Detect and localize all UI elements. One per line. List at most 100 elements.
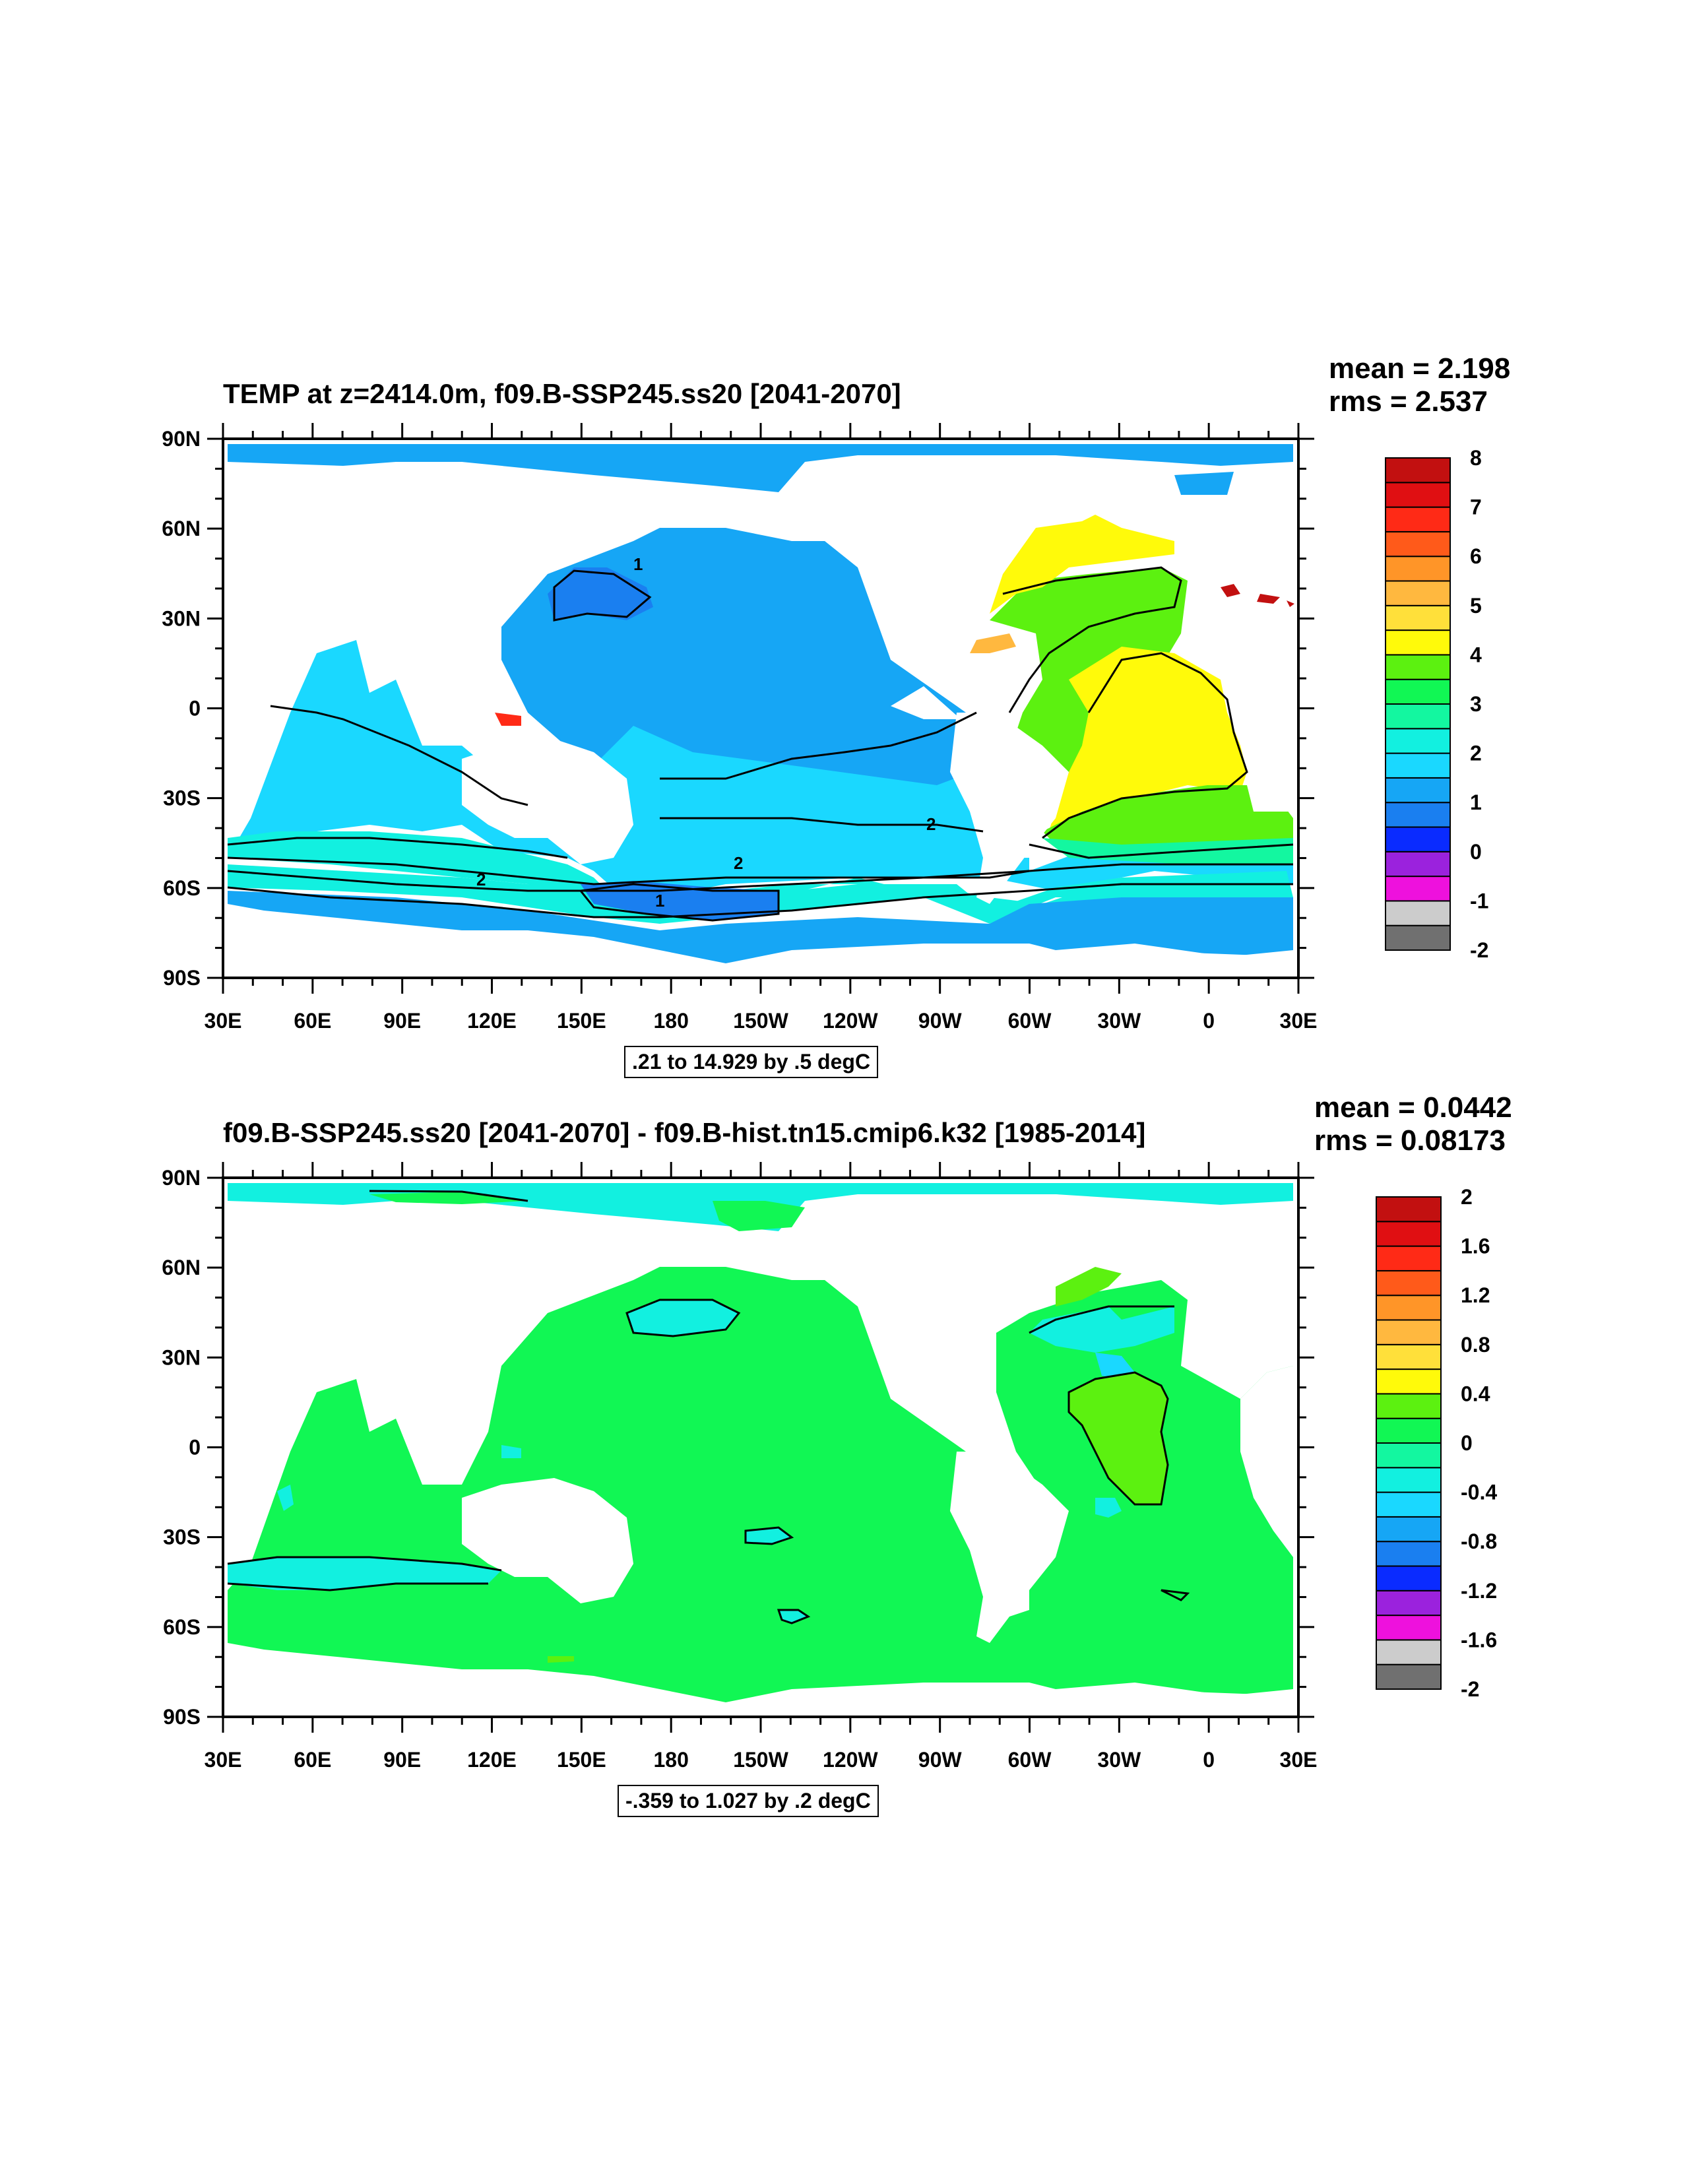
colorbar-swatch bbox=[1376, 1615, 1442, 1641]
contour-label: 1 bbox=[655, 891, 664, 911]
colorbar-label: 2 bbox=[1470, 742, 1482, 765]
colorbar-swatch bbox=[1376, 1442, 1442, 1469]
colorbar-swatch bbox=[1385, 629, 1451, 656]
lon-ticks bbox=[222, 423, 1300, 994]
colorbar-label: -1.6 bbox=[1461, 1628, 1497, 1652]
lon-tick-label: 0 bbox=[1203, 1009, 1215, 1033]
lat-ticks bbox=[207, 437, 1314, 979]
contour-range-box: -.359 to 1.027 by .2 degC bbox=[618, 1785, 879, 1817]
colorbar-swatch bbox=[1376, 1417, 1442, 1444]
colorbar-label: -1.2 bbox=[1461, 1579, 1497, 1603]
land-masses bbox=[228, 1194, 1293, 1716]
colorbar-swatch bbox=[1376, 1245, 1442, 1271]
colorbar-label: 1.6 bbox=[1461, 1235, 1490, 1258]
colorbar-labels: 8 7 6 5 4 3 2 1 0 -1 -2 bbox=[1470, 446, 1488, 962]
colorbar-label: -0.8 bbox=[1461, 1529, 1497, 1553]
colorbar-label: 8 bbox=[1470, 446, 1482, 470]
lon-axis-labels: 30E 60E 90E 120E 150E 180 150W 120W 90W 60W 30W 0 30… bbox=[205, 1748, 1318, 1772]
lat-tick-label: 90S bbox=[163, 966, 201, 990]
colorbar-swatch bbox=[1385, 457, 1451, 484]
lon-tick-label: 180 bbox=[653, 1009, 688, 1033]
colorbar-label: 1.2 bbox=[1461, 1283, 1490, 1307]
colorbar-label: -2 bbox=[1470, 938, 1488, 962]
contour-lines bbox=[227, 566, 1294, 922]
lon-tick-label: 30W bbox=[1097, 1009, 1141, 1033]
colorbar-swatch bbox=[1376, 1269, 1442, 1297]
colorbar-swatch bbox=[1385, 604, 1451, 631]
colorbar-swatch bbox=[1376, 1491, 1442, 1518]
lon-tick-label: 120E bbox=[467, 1009, 517, 1033]
lat-tick-label: 60S bbox=[163, 876, 201, 900]
lon-tick-label: 150E bbox=[557, 1009, 606, 1033]
colorbar-swatch bbox=[1385, 482, 1451, 508]
colorbar-swatch bbox=[1385, 777, 1451, 804]
colorbar-swatch bbox=[1376, 1590, 1442, 1617]
colorbar-swatch bbox=[1376, 1196, 1442, 1223]
lat-tick-label: 30N bbox=[162, 606, 201, 630]
lat-tick-label: 60S bbox=[163, 1615, 201, 1639]
colorbar-label: -0.4 bbox=[1461, 1481, 1497, 1504]
colorbar-label: 5 bbox=[1470, 594, 1482, 618]
lon-tick-label: 90W bbox=[918, 1748, 963, 1772]
colorbar-swatch bbox=[1385, 506, 1451, 532]
lat-tick-label: 60N bbox=[162, 1256, 201, 1279]
colorbar-swatch bbox=[1376, 1565, 1442, 1591]
colorbar-swatch bbox=[1376, 1368, 1442, 1395]
colorbar-swatch bbox=[1376, 1541, 1442, 1567]
contour-range-box: .21 to 14.929 by .5 degC bbox=[624, 1046, 879, 1078]
colorbar-swatch bbox=[1376, 1639, 1442, 1665]
mean-stat: mean = 0.0442 bbox=[1314, 1091, 1512, 1124]
colorbar-swatch bbox=[1385, 851, 1451, 878]
colorbar-swatch bbox=[1376, 1221, 1442, 1247]
lon-tick-label: 90E bbox=[383, 1748, 421, 1772]
colorbar-label: 4 bbox=[1470, 643, 1482, 666]
lon-tick-label: 150E bbox=[557, 1748, 606, 1772]
rms-stat: rms = 0.08173 bbox=[1314, 1124, 1506, 1157]
colorbar-swatch bbox=[1376, 1319, 1442, 1345]
colorbar-label: 6 bbox=[1470, 544, 1482, 568]
colorbar-swatch bbox=[1376, 1516, 1442, 1543]
contour-lines bbox=[227, 1190, 1190, 1624]
lat-ticks bbox=[207, 1176, 1314, 1718]
lon-tick-label: 150W bbox=[733, 1748, 788, 1772]
colorbar-label: 0 bbox=[1470, 840, 1482, 864]
colorbar-labels: 2 1.6 1.2 0.8 0.4 0 -0.4 -0.8 -1.2 -1.6 -2 bbox=[1461, 1185, 1497, 1701]
colorbar-label: 0.4 bbox=[1461, 1382, 1490, 1405]
colorbar-swatch bbox=[1376, 1663, 1442, 1690]
colorbar-label: -1 bbox=[1470, 889, 1488, 913]
lon-tick-label: 30E bbox=[205, 1009, 242, 1033]
colorbar-swatch bbox=[1385, 654, 1451, 680]
lat-tick-label: 90N bbox=[162, 427, 201, 451]
colorbar-swatch bbox=[1385, 728, 1451, 754]
mean-stat: mean = 2.198 bbox=[1329, 352, 1511, 385]
contour-label: 2 bbox=[476, 870, 486, 889]
lon-tick-label: 150W bbox=[733, 1009, 788, 1033]
lon-tick-label: 60E bbox=[294, 1009, 331, 1033]
contour-label: 2 bbox=[926, 814, 936, 834]
colorbar-swatch bbox=[1376, 1295, 1442, 1321]
colorbar-label: 7 bbox=[1470, 496, 1482, 519]
colorbar-swatch bbox=[1385, 556, 1451, 582]
lon-tick-label: 0 bbox=[1203, 1748, 1215, 1772]
lon-tick-label: 90E bbox=[383, 1009, 421, 1033]
contour-label: 1 bbox=[633, 554, 643, 574]
lon-axis-labels: 30E 60E 90E 120E 150E 180 150W 120W 90W 60W 30W 0 30… bbox=[205, 1009, 1318, 1033]
lat-tick-label: 0 bbox=[189, 697, 201, 721]
map-title: f09.B-SSP245.ss20 [2041-2070] - f09.B-hi… bbox=[223, 1117, 1146, 1148]
colorbar-swatch bbox=[1385, 876, 1451, 902]
contour-labels: 1 2 2 2 1 bbox=[476, 554, 936, 911]
lon-tick-label: 120W bbox=[823, 1748, 878, 1772]
lat-tick-label: 30N bbox=[162, 1345, 201, 1369]
lat-tick-label: 60N bbox=[162, 517, 201, 540]
lat-tick-label: 30S bbox=[163, 787, 201, 810]
colorbar-swatch bbox=[1385, 580, 1451, 606]
lon-tick-label: 120E bbox=[467, 1748, 517, 1772]
map-panel-absolute-temp: TEMP at z=2414.0m, f09.B-SSP245.ss20 [20… bbox=[162, 352, 1511, 1078]
colorbar-label: -2 bbox=[1461, 1677, 1479, 1701]
lon-tick-label: 60W bbox=[1008, 1009, 1052, 1033]
contour-label: 2 bbox=[734, 853, 743, 873]
lon-ticks bbox=[222, 1162, 1300, 1733]
lon-tick-label: 30W bbox=[1097, 1748, 1141, 1772]
colorbar bbox=[1385, 457, 1451, 951]
colorbar-swatch bbox=[1376, 1393, 1442, 1419]
